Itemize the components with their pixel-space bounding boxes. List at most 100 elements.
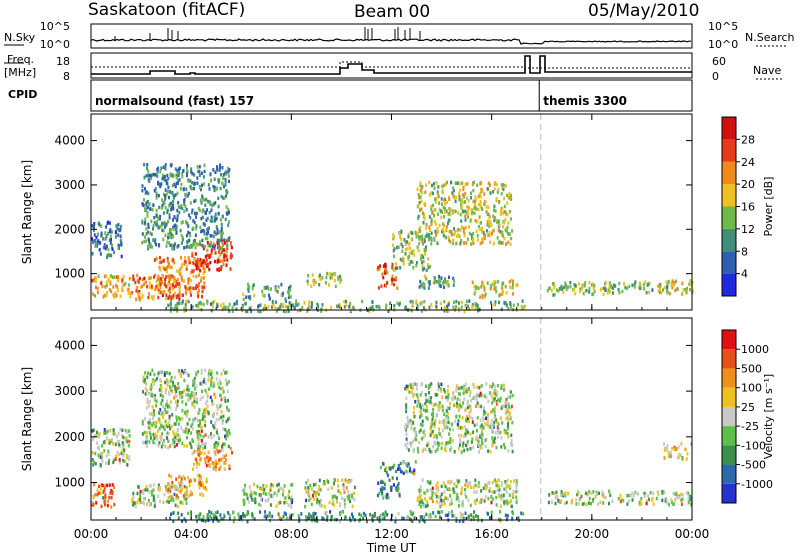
data-cell bbox=[438, 427, 441, 431]
data-cell bbox=[178, 287, 181, 291]
data-cell bbox=[321, 303, 324, 307]
data-cell bbox=[477, 207, 480, 212]
data-cell bbox=[213, 460, 216, 465]
data-cell bbox=[199, 512, 202, 516]
data-cell bbox=[268, 511, 271, 515]
data-cell bbox=[197, 294, 199, 299]
data-cell bbox=[283, 511, 286, 515]
data-cell bbox=[100, 456, 103, 460]
data-cell bbox=[220, 397, 223, 402]
data-cell bbox=[227, 170, 230, 174]
data-cell bbox=[358, 512, 361, 516]
data-cell bbox=[242, 292, 245, 296]
data-cell bbox=[295, 299, 298, 303]
data-cell bbox=[151, 368, 154, 372]
data-cell bbox=[112, 432, 115, 436]
data-cell bbox=[418, 241, 421, 246]
data-cell bbox=[227, 174, 230, 178]
data-cell bbox=[466, 387, 469, 391]
data-cell bbox=[223, 238, 226, 242]
data-cell bbox=[199, 433, 202, 437]
data-cell bbox=[188, 258, 191, 263]
data-cell bbox=[459, 515, 462, 520]
data-cell bbox=[473, 211, 476, 215]
data-cell bbox=[122, 283, 125, 287]
data-cell bbox=[268, 514, 271, 518]
data-cell bbox=[199, 279, 202, 283]
data-cell bbox=[165, 244, 168, 248]
data-cell bbox=[447, 235, 450, 239]
data-cell bbox=[228, 179, 230, 184]
data-cell bbox=[315, 280, 318, 285]
data-cell bbox=[188, 213, 191, 217]
data-cell bbox=[501, 211, 504, 216]
data-cell bbox=[626, 286, 629, 291]
data-cell bbox=[114, 291, 117, 295]
data-cell bbox=[280, 302, 283, 307]
data-cell bbox=[517, 516, 520, 520]
data-cell bbox=[103, 293, 106, 298]
data-cell bbox=[413, 516, 416, 520]
data-cell bbox=[203, 451, 206, 455]
data-cell bbox=[115, 454, 118, 458]
data-cell bbox=[416, 404, 419, 408]
data-cell bbox=[446, 389, 449, 393]
data-cell bbox=[170, 295, 173, 299]
data-cell bbox=[316, 519, 319, 523]
data-cell bbox=[152, 297, 155, 301]
data-cell bbox=[91, 279, 94, 283]
data-cell bbox=[449, 448, 452, 452]
data-cell bbox=[128, 429, 131, 433]
data-cell bbox=[486, 281, 489, 285]
data-cell bbox=[475, 498, 478, 502]
data-cell bbox=[161, 203, 164, 208]
data-cell bbox=[170, 297, 173, 302]
data-cell bbox=[158, 256, 161, 260]
data-cell bbox=[467, 405, 469, 410]
data-cell bbox=[412, 382, 415, 386]
data-cell bbox=[420, 254, 422, 258]
data-cell bbox=[210, 516, 213, 521]
data-cell bbox=[162, 425, 165, 429]
data-cell bbox=[591, 499, 594, 503]
data-cell bbox=[631, 498, 634, 502]
data-cell bbox=[174, 386, 177, 391]
data-cell bbox=[435, 483, 438, 488]
data-cell bbox=[210, 380, 213, 385]
data-cell bbox=[348, 516, 351, 521]
data-cell bbox=[191, 451, 194, 456]
data-cell bbox=[393, 268, 396, 272]
data-cell bbox=[156, 437, 159, 441]
data-cell bbox=[174, 193, 177, 197]
data-cell bbox=[477, 514, 480, 519]
data-cell bbox=[149, 421, 152, 425]
data-cell bbox=[174, 422, 177, 426]
data-cell bbox=[206, 231, 209, 236]
data-cell bbox=[162, 290, 165, 294]
data-cell bbox=[515, 482, 518, 487]
data-cell bbox=[101, 483, 104, 488]
data-cell bbox=[676, 495, 679, 500]
data-cell bbox=[157, 373, 160, 377]
data-cell bbox=[550, 288, 553, 293]
data-cell bbox=[362, 516, 365, 520]
data-cell bbox=[477, 480, 480, 485]
data-cell bbox=[149, 391, 152, 396]
data-cell bbox=[652, 502, 655, 506]
data-cell bbox=[433, 424, 436, 429]
data-cell bbox=[169, 290, 172, 294]
data-cell bbox=[419, 495, 422, 500]
data-cell bbox=[96, 286, 99, 291]
data-cell bbox=[439, 301, 442, 306]
data-cell bbox=[177, 516, 180, 520]
data-cell bbox=[196, 435, 199, 440]
data-cell bbox=[219, 163, 222, 167]
data-cell bbox=[407, 448, 410, 452]
data-cell bbox=[240, 515, 242, 519]
data-cell bbox=[199, 419, 202, 423]
data-cell bbox=[118, 439, 121, 444]
data-cell bbox=[454, 181, 457, 185]
data-cell bbox=[455, 241, 458, 246]
data-cell bbox=[175, 181, 178, 186]
data-cell bbox=[101, 444, 104, 448]
